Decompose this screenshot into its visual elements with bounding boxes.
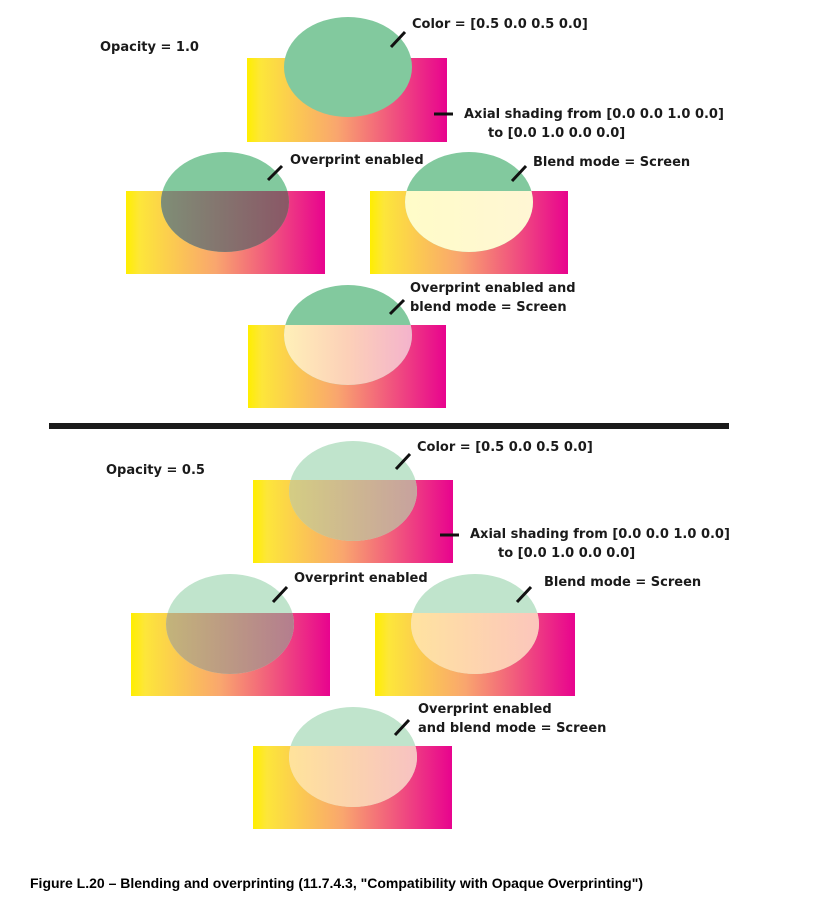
combo-label-line1: Overprint enabled xyxy=(418,702,552,717)
axial-label-line1: Axial shading from [0.0 0.0 1.0 0.0] xyxy=(470,527,730,542)
top-sample-base: Color = [0.5 0.0 0.5 0.0] Axial shading … xyxy=(247,17,724,142)
pointer-line xyxy=(393,718,411,737)
pointer-line xyxy=(271,585,289,604)
combo-overlap xyxy=(289,746,417,807)
pointer-line xyxy=(394,452,412,471)
color-label: Color = [0.5 0.0 0.5 0.0] xyxy=(412,17,588,32)
bottom-sample-combo: Overprint enabled and blend mode = Scree… xyxy=(253,702,606,829)
blend-label: Blend mode = Screen xyxy=(544,575,701,590)
blend-label: Blend mode = Screen xyxy=(533,155,690,170)
half-opacity-overlap xyxy=(289,480,417,541)
combo-label-line2: and blend mode = Screen xyxy=(418,721,606,736)
green-ellipse xyxy=(284,17,412,117)
bottom-sample-base: Color = [0.5 0.0 0.5 0.0] Axial shading … xyxy=(253,440,730,563)
axial-label-line2: to [0.0 1.0 0.0 0.0] xyxy=(498,546,635,561)
axial-label-line1: Axial shading from [0.0 0.0 1.0 0.0] xyxy=(464,107,724,122)
overprint-overlap xyxy=(166,613,294,674)
top-sample-combo: Overprint enabled and blend mode = Scree… xyxy=(248,281,576,408)
pointer-line xyxy=(515,585,533,604)
pointer-line xyxy=(388,298,406,316)
overprint-label: Overprint enabled xyxy=(294,571,428,586)
combo-label-line1: Overprint enabled and xyxy=(410,281,576,296)
screen-overlap xyxy=(405,191,533,252)
combo-label-line2: blend mode = Screen xyxy=(410,300,567,315)
overprint-label: Overprint enabled xyxy=(290,153,424,168)
panel-divider xyxy=(49,423,729,429)
bottom-sample-screen: Blend mode = Screen xyxy=(375,574,701,696)
top-sample-overprint: Overprint enabled xyxy=(126,152,424,274)
pointer-line xyxy=(266,164,284,182)
bottom-sample-overprint: Overprint enabled xyxy=(131,571,428,696)
opacity-label-bottom: Opacity = 0.5 xyxy=(106,463,205,478)
color-label: Color = [0.5 0.0 0.5 0.0] xyxy=(417,440,593,455)
top-panel: Opacity = 1.0 Color = [0.5 0.0 0.5 0.0] … xyxy=(100,17,724,408)
axial-label-line2: to [0.0 1.0 0.0 0.0] xyxy=(488,126,625,141)
overprint-overlap xyxy=(161,191,289,252)
bottom-panel: Opacity = 0.5 Color = [0.5 0.0 0.5 0.0] … xyxy=(106,440,730,829)
opacity-label-top: Opacity = 1.0 xyxy=(100,40,199,55)
pointer-line xyxy=(389,30,407,49)
pointer-line xyxy=(510,164,528,183)
figure-caption: Figure L.20 – Blending and overprinting … xyxy=(30,875,643,891)
combo-overlap xyxy=(284,325,412,385)
screen-overlap xyxy=(411,613,539,674)
top-sample-screen: Blend mode = Screen xyxy=(370,152,690,274)
